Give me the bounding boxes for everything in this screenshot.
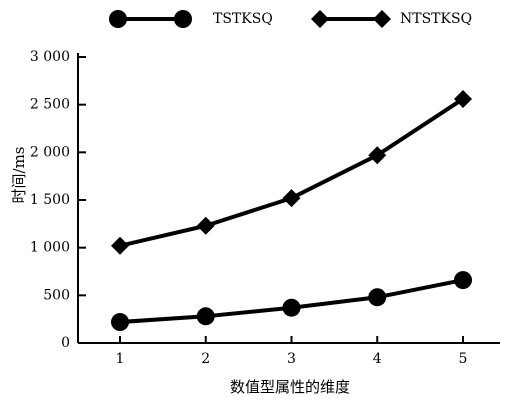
- legend-marker: [311, 10, 329, 28]
- y-tick-label: 2 500: [30, 97, 70, 113]
- series-ntstksq: [111, 89, 472, 255]
- x-tick-label: 4: [373, 351, 382, 367]
- legend: TSTKSQ NTSTKSQ: [109, 10, 472, 28]
- x-tick-label: 5: [459, 351, 468, 367]
- y-axis-title: 时间/ms: [10, 147, 28, 204]
- data-point: [368, 288, 387, 307]
- data-point: [282, 298, 301, 317]
- y-tick-label: 1 000: [30, 240, 70, 256]
- series-group: [111, 89, 472, 332]
- y-tick-label: 0: [61, 335, 70, 351]
- data-point: [282, 189, 301, 208]
- data-point: [111, 313, 129, 332]
- axes: 0 500 1 000 1 500 2 000 2 500 3 000 1 2 3 4 5: [30, 49, 500, 367]
- series-tstksq: [111, 271, 472, 332]
- data-point: [196, 307, 215, 326]
- x-axis-title: 数值型属性的维度: [230, 378, 350, 396]
- series-line: [119, 97, 465, 248]
- data-point: [454, 89, 472, 108]
- legend-marker: [109, 10, 127, 28]
- data-point: [454, 271, 472, 290]
- x-tick-label: 2: [201, 351, 210, 367]
- y-tick-label: 3 000: [30, 49, 70, 65]
- legend-marker: [174, 10, 192, 28]
- legend-label: NTSTKSQ: [400, 11, 472, 27]
- legend-marker: [373, 10, 391, 28]
- data-point: [196, 216, 215, 235]
- y-tick-label: 1 500: [30, 192, 70, 208]
- x-tick-label: 1: [116, 351, 125, 367]
- legend-label: TSTKSQ: [213, 11, 273, 27]
- y-tick-label: 500: [43, 287, 70, 303]
- data-point: [111, 236, 129, 255]
- legend-item-ntstksq: NTSTKSQ: [311, 10, 472, 28]
- y-tick-label: 2 000: [30, 144, 70, 160]
- x-tick-label: 3: [287, 351, 296, 367]
- data-point: [368, 146, 387, 165]
- legend-item-tstksq: TSTKSQ: [109, 10, 273, 28]
